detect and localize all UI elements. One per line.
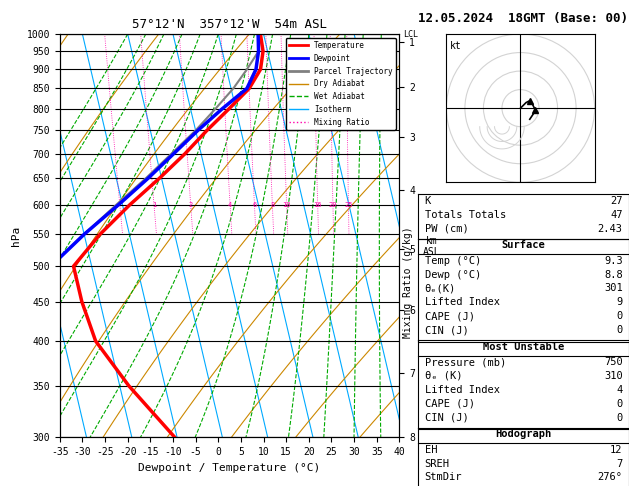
Text: 276°: 276° (598, 472, 623, 483)
X-axis label: Dewpoint / Temperature (°C): Dewpoint / Temperature (°C) (138, 463, 321, 473)
Text: 8.8: 8.8 (604, 270, 623, 279)
Text: 301: 301 (604, 283, 623, 294)
Text: 9.3: 9.3 (604, 256, 623, 266)
Text: 16: 16 (313, 202, 322, 208)
Y-axis label: hPa: hPa (11, 226, 21, 246)
Text: EH: EH (425, 445, 437, 454)
Text: 4: 4 (616, 385, 623, 395)
Text: CIN (J): CIN (J) (425, 413, 469, 423)
Text: 2.43: 2.43 (598, 224, 623, 234)
Text: Pressure (mb): Pressure (mb) (425, 357, 506, 367)
Text: 2: 2 (189, 202, 193, 208)
Text: StmDir: StmDir (425, 472, 462, 483)
Text: θₑ(K): θₑ(K) (425, 283, 456, 294)
Text: Temp (°C): Temp (°C) (425, 256, 481, 266)
Text: 0: 0 (616, 413, 623, 423)
Text: Most Unstable: Most Unstable (483, 342, 564, 352)
Text: 310: 310 (604, 371, 623, 381)
Text: SREH: SREH (425, 458, 450, 469)
Text: Totals Totals: Totals Totals (425, 210, 506, 220)
Text: 27: 27 (610, 196, 623, 206)
Text: LCL: LCL (403, 30, 418, 38)
Text: CIN (J): CIN (J) (425, 325, 469, 335)
Text: 25: 25 (344, 202, 353, 208)
Y-axis label: km
ASL: km ASL (423, 236, 440, 257)
Text: Lifted Index: Lifted Index (425, 385, 499, 395)
Text: 12: 12 (610, 445, 623, 454)
Text: 750: 750 (604, 357, 623, 367)
Text: 0: 0 (616, 325, 623, 335)
Text: 9: 9 (616, 297, 623, 307)
Text: PW (cm): PW (cm) (425, 224, 469, 234)
Text: 0: 0 (616, 311, 623, 321)
Title: 57°12'N  357°12'W  54m ASL: 57°12'N 357°12'W 54m ASL (132, 18, 327, 32)
Text: Dewp (°C): Dewp (°C) (425, 270, 481, 279)
Text: Hodograph: Hodograph (496, 429, 552, 439)
Text: kt: kt (450, 41, 462, 52)
Text: θₑ (K): θₑ (K) (425, 371, 462, 381)
Text: 12.05.2024  18GMT (Base: 00): 12.05.2024 18GMT (Base: 00) (418, 12, 628, 25)
Text: K: K (425, 196, 431, 206)
Text: 20: 20 (329, 202, 337, 208)
Text: 47: 47 (610, 210, 623, 220)
Text: 8: 8 (270, 202, 274, 208)
Text: Mixing Ratio (g/kg): Mixing Ratio (g/kg) (403, 226, 413, 338)
Text: 0: 0 (616, 399, 623, 409)
Text: 4: 4 (228, 202, 232, 208)
Text: 6: 6 (252, 202, 257, 208)
Text: 10: 10 (282, 202, 291, 208)
Text: 1: 1 (152, 202, 156, 208)
Text: CAPE (J): CAPE (J) (425, 311, 475, 321)
Text: Lifted Index: Lifted Index (425, 297, 499, 307)
Text: CAPE (J): CAPE (J) (425, 399, 475, 409)
Legend: Temperature, Dewpoint, Parcel Trajectory, Dry Adiabat, Wet Adiabat, Isotherm, Mi: Temperature, Dewpoint, Parcel Trajectory… (286, 38, 396, 130)
Text: 7: 7 (616, 458, 623, 469)
Text: Surface: Surface (502, 241, 545, 250)
